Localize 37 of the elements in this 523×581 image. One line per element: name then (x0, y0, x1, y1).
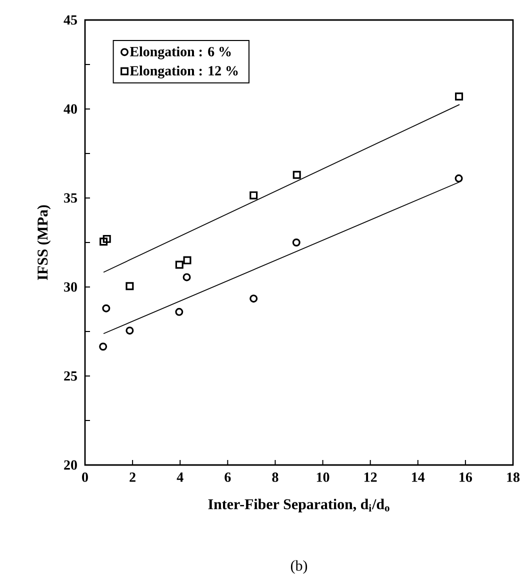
y-tick-label: 45 (64, 15, 77, 25)
x-tick-label: 0 (82, 472, 88, 482)
x-tick-label: 18 (507, 472, 520, 482)
x-tick-label: 4 (176, 472, 184, 482)
legend-label: Elongation : 12 % (130, 66, 238, 78)
y-tick-label: 20 (64, 460, 77, 470)
point (292, 238, 300, 246)
x-axis-title: Inter-Fiber Separation, d$_{i}$/d$_{o}$ (208, 498, 390, 512)
point (183, 256, 192, 264)
point (175, 308, 184, 316)
y-tick-label: 30 (64, 282, 77, 292)
y-tick-label: 40 (64, 104, 77, 114)
x-tick-label: 6 (224, 472, 231, 482)
x-tick-label: 2 (130, 472, 136, 482)
y-tick-label: 35 (64, 193, 77, 203)
y-tick-label: 25 (64, 371, 77, 381)
point (250, 294, 258, 303)
point (102, 304, 110, 312)
x-tick-label: 14 (412, 472, 425, 482)
x-tick-label: 8 (272, 472, 278, 482)
point (455, 92, 464, 101)
point (292, 170, 301, 179)
text: (b) (290, 560, 308, 574)
point (126, 326, 134, 335)
point (175, 260, 184, 269)
point (250, 191, 258, 200)
point (182, 273, 191, 282)
point (454, 174, 463, 182)
point (99, 342, 108, 351)
y-axis-title: IFSS (MPa) (37, 205, 51, 280)
legend-label: Elongation : 6 % (130, 46, 231, 60)
point (126, 282, 134, 290)
x-tick-label: 10 (316, 472, 330, 482)
point (100, 238, 108, 246)
x-tick-label: 12 (364, 472, 377, 482)
point (102, 234, 111, 243)
x-tick-label: 16 (460, 472, 472, 482)
